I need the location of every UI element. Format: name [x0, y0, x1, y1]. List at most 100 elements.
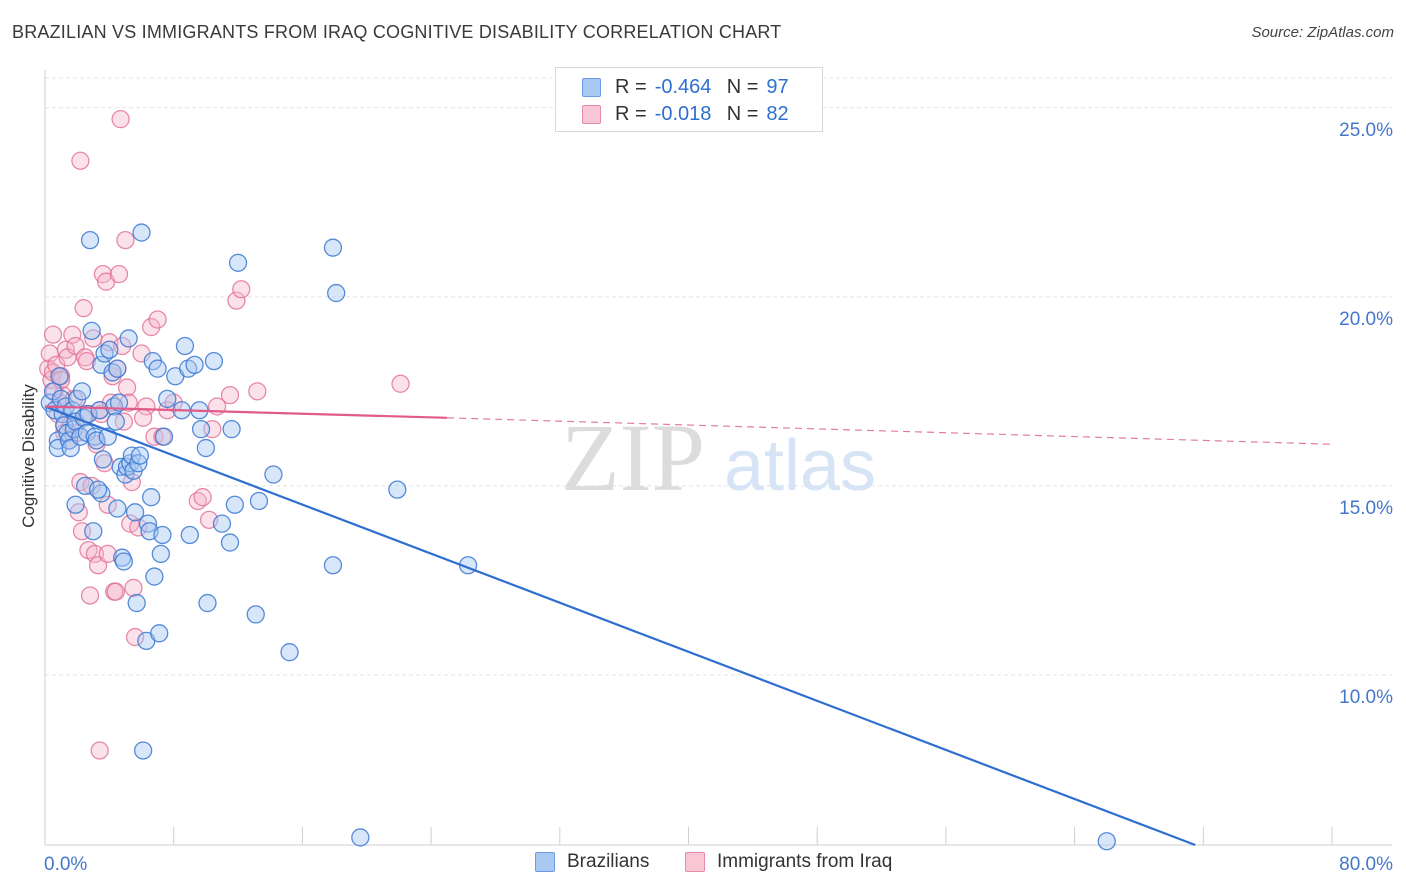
iraq-point: [119, 393, 138, 412]
brazilian-point: [150, 624, 169, 643]
brazilian-point: [222, 419, 241, 439]
brazilian-point: [196, 438, 216, 458]
iraq-point: [133, 408, 153, 427]
iraq-point: [148, 310, 167, 329]
brazilian-point: [351, 828, 370, 847]
brazilian-point: [198, 593, 217, 613]
watermark: ZIP atlas: [561, 404, 876, 511]
iraq-point: [248, 382, 267, 401]
iraq-point: [391, 374, 410, 393]
pink-swatch-icon: [582, 104, 601, 124]
iraq-point: [106, 582, 125, 601]
brazilian-point: [108, 499, 127, 518]
brazilian-point: [1097, 832, 1116, 851]
x-tick-label: 80.0%: [1339, 854, 1393, 875]
regression-lines: [44, 405, 1333, 847]
y-tick-label: 20.0%: [1339, 309, 1393, 330]
brazilian-point: [158, 389, 177, 409]
iraq-point: [227, 291, 246, 310]
iraq-point: [193, 488, 212, 507]
legend-item-brazilians[interactable]: Brazilians: [535, 851, 649, 873]
blue-swatch-icon: [582, 77, 601, 97]
brazilian-point: [220, 533, 240, 552]
iraq-regression-extension: [447, 417, 1333, 445]
iraq-point: [129, 518, 148, 537]
r-value: -0.464: [654, 75, 712, 98]
iraq-point: [137, 397, 156, 416]
iraq-point: [85, 544, 105, 564]
iraq-point: [232, 280, 251, 299]
brazilian-point: [130, 446, 150, 465]
iraq-point: [116, 230, 135, 250]
iraq-point: [142, 317, 161, 337]
r-label: R =: [615, 75, 647, 98]
brazilian-point: [246, 605, 265, 624]
brazilian-point: [66, 495, 85, 514]
iraq-point: [124, 578, 143, 598]
y-tick-label: 25.0%: [1339, 120, 1393, 141]
iraq-point: [71, 151, 90, 170]
iraq-point: [117, 378, 137, 397]
iraq-point: [80, 586, 100, 605]
brazilian-point: [84, 522, 103, 541]
brazilian-point: [148, 359, 167, 378]
iraq-regression-line: [44, 405, 448, 419]
tick-labels: 10.0% 15.0% 20.0% 25.0% 0.0% 80.0%: [44, 120, 1393, 875]
brazilian-regression-line: [44, 405, 1196, 847]
brazilian-point: [225, 495, 244, 514]
brazilian-point: [228, 253, 248, 272]
brazilian-point: [109, 393, 129, 412]
legend-item-iraq[interactable]: Immigrants from Iraq: [685, 851, 892, 873]
iraq-point: [74, 299, 93, 318]
correlation-legend: R = -0.464 N = 97 R = -0.018 N = 82: [555, 67, 823, 132]
brazilian-point: [138, 514, 158, 533]
n-value: 82: [766, 102, 789, 125]
brazilian-point: [154, 427, 174, 446]
brazilian-point: [93, 450, 113, 469]
brazilian-point: [204, 351, 224, 371]
brazilian-point: [114, 552, 133, 571]
brazilian-point: [264, 465, 283, 484]
iraq-point: [98, 495, 117, 514]
source-label: Source: ZipAtlas.com: [1251, 24, 1394, 41]
legend-label-iraq: Immigrants from Iraq: [717, 851, 893, 872]
y-tick-label: 15.0%: [1339, 498, 1393, 519]
chart-title: BRAZILIAN VS IMMIGRANTS FROM IRAQ COGNIT…: [12, 22, 782, 42]
n-value: 97: [766, 75, 789, 98]
iraq-point: [63, 325, 82, 344]
brazilian-point: [50, 367, 69, 386]
brazilian-point: [145, 567, 164, 586]
axes: [44, 70, 1392, 846]
legend-row-brazilians: R = -0.464 N = 97: [582, 74, 789, 100]
brazilian-point: [327, 283, 346, 303]
y-axis-label: Cognitive Disability: [19, 384, 38, 528]
iraq-point: [43, 325, 63, 344]
gridlines: [45, 77, 1392, 676]
brazilian-point: [180, 525, 199, 545]
brazilian-point: [119, 329, 138, 348]
brazilian-point: [323, 556, 343, 575]
x-tick-label: 0.0%: [44, 854, 87, 875]
iraq-point: [111, 109, 130, 129]
n-label: N =: [726, 75, 759, 98]
iraq-point: [109, 264, 129, 284]
brazilian-point: [106, 412, 125, 431]
brazilian-point: [100, 340, 119, 359]
brazilian-point: [249, 491, 269, 511]
iraq-point: [125, 627, 145, 647]
iraq-point: [220, 385, 240, 405]
brazilian-point: [72, 382, 92, 401]
iraq-point: [77, 351, 96, 371]
data-points: [39, 109, 1116, 851]
brazilian-point: [88, 480, 108, 499]
brazilian-point: [127, 593, 146, 613]
y-tick-label: 10.0%: [1339, 687, 1393, 708]
brazilian-point: [142, 488, 161, 507]
brazilian-point: [151, 544, 170, 564]
series-legend: Brazilians Immigrants from Iraq: [0, 851, 1406, 879]
brazilian-point: [185, 355, 204, 375]
brazilian-point: [153, 525, 172, 545]
brazilian-point: [125, 503, 145, 522]
brazilian-point: [388, 480, 407, 499]
